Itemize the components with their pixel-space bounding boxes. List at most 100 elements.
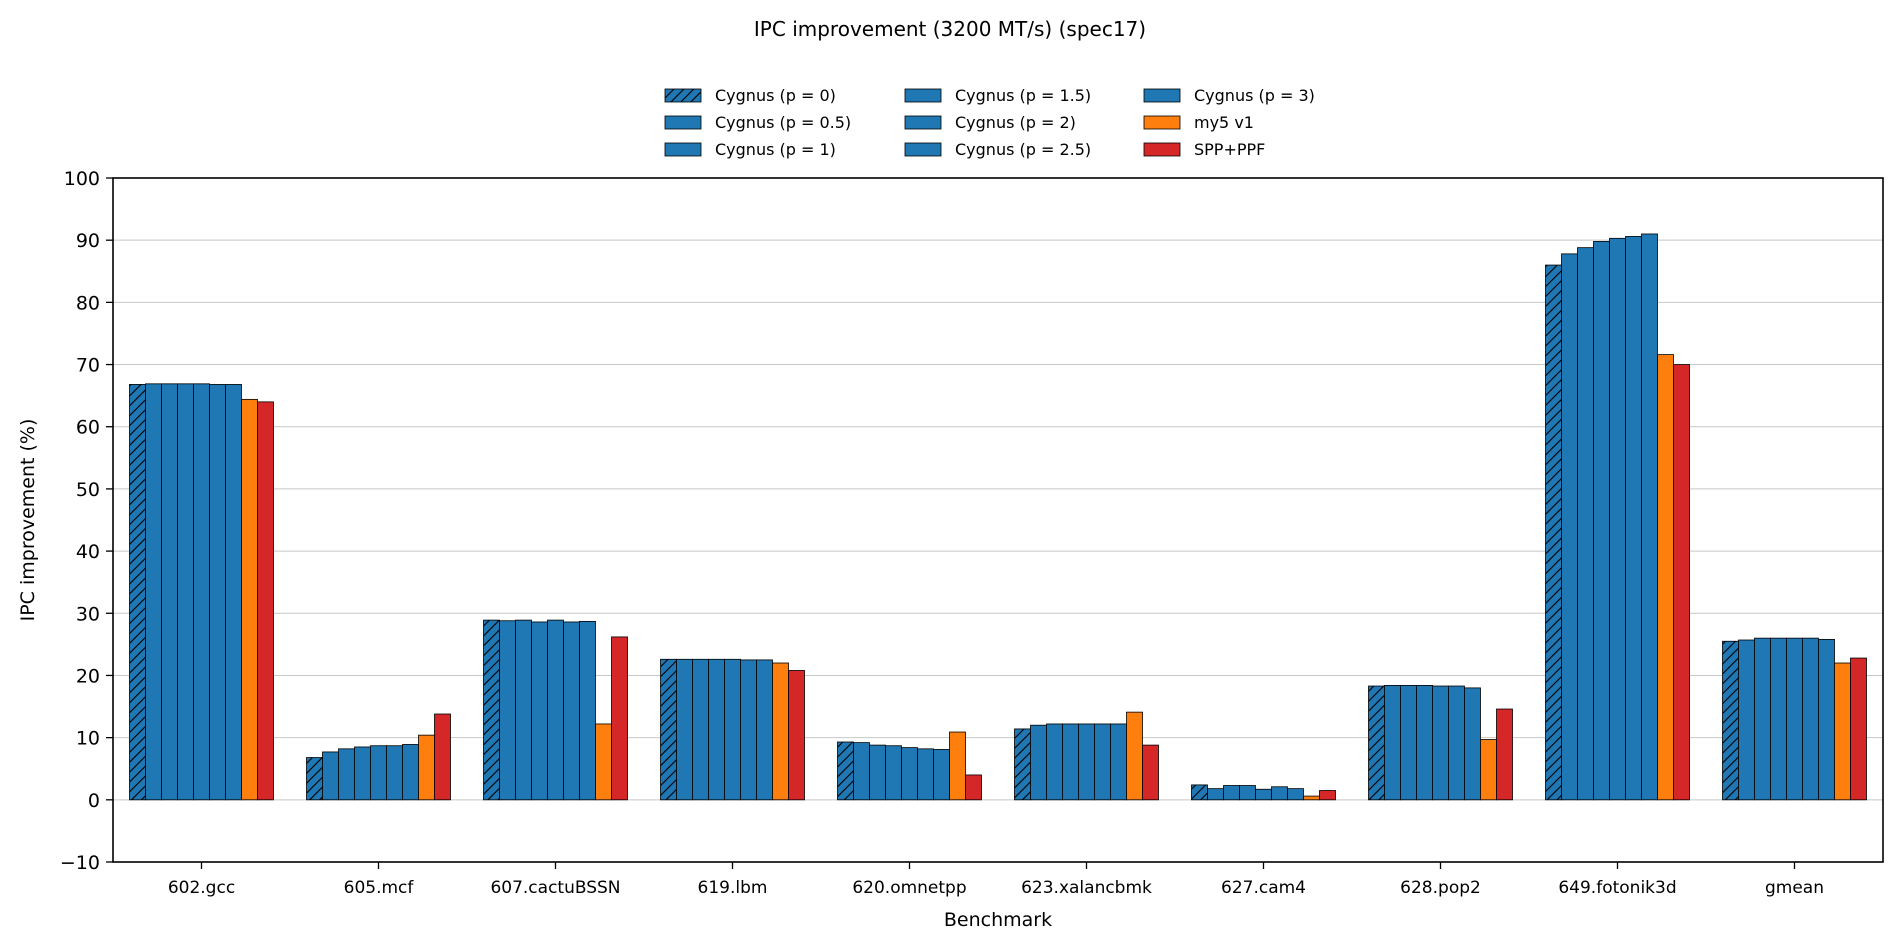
bar-gmean-cygnus-p-1-5 [1770,637,1787,801]
x-tick-label: 649.fotonik3d [1558,878,1676,898]
bar-602-gcc-cygnus-p-2 [193,383,210,801]
legend-label-cygnus-p-1-5: Cygnus (p = 1.5) [955,86,1091,105]
bar-620-omnetpp-cygnus-p-1-5 [885,745,902,801]
chart-title: IPC improvement (3200 MT/s) (spec17) [754,17,1146,41]
bar-623-xalancbmk-my5-v1 [1126,711,1143,801]
bar-628-pop2-cygnus-p-0-5 [1384,685,1401,801]
legend: Cygnus (p = 0) Cygnus (p = 0.5) Cygnus (p … [664,86,1315,159]
bar-628-pop2-cygnus-p-2 [1432,685,1449,801]
bar-628-pop2-cygnus-p-3 [1464,687,1481,801]
bar-623-xalancbmk-cygnus-p-1-5 [1062,723,1079,801]
bar-620-omnetpp-cygnus-p-2 [901,747,918,801]
y-tick-label: 40 [76,541,100,563]
bar-607-cactubssn-my5-v1 [595,723,612,801]
bar-607-cactubssn-cygnus-p-3 [579,620,596,801]
bar-602-gcc-spp-ppf [257,401,274,801]
bar-602-gcc-cygnus-p-1-5 [177,383,194,801]
bar-605-mcf-my5-v1 [418,734,435,801]
bar-620-omnetpp-cygnus-p-0-5 [853,742,870,801]
x-tick-label: 628.pop2 [1400,878,1481,898]
bar-627-cam4-cygnus-p-1 [1223,785,1240,801]
bar-627-cam4-cygnus-p-0-5 [1207,788,1224,801]
legend-swatch-spp-ppf [1143,142,1181,157]
bar-627-cam4-cygnus-p-2 [1255,788,1272,801]
bar-602-gcc-cygnus-p-3 [225,384,242,801]
bar-649-fotonik3d-cygnus-p-0-5 [1561,253,1578,801]
bar-620-omnetpp-cygnus-p-0 [837,741,854,801]
legend-label-my5-v1: my5 v1 [1194,113,1254,132]
bar-619-lbm-cygnus-p-2-5 [740,659,757,801]
bar-619-lbm-cygnus-p-2 [724,658,741,801]
legend-swatch-my5-v1 [1143,115,1181,130]
y-tick-label: 0 [88,790,100,812]
bar-607-cactubssn-cygnus-p-0-5 [499,620,516,801]
bar-gmean-my5-v1 [1834,662,1851,801]
legend-label-cygnus-p-3: Cygnus (p = 3) [1194,86,1315,105]
y-axis: −10 0 10 20 30 40 50 60 70 80 90 100 [60,168,113,874]
bar-623-xalancbmk-cygnus-p-0-5 [1030,724,1047,801]
legend-swatch-cygnus-p-1-5 [904,88,942,103]
bar-649-fotonik3d-cygnus-p-3 [1641,233,1658,801]
bar-602-gcc-cygnus-p-1 [161,383,178,801]
bar-607-cactubssn-cygnus-p-1-5 [531,621,548,801]
bar-649-fotonik3d-spp-ppf [1673,364,1690,801]
bar-605-mcf-cygnus-p-0 [306,757,323,801]
bar-gmean-cygnus-p-2 [1786,637,1803,801]
bar-623-xalancbmk-cygnus-p-1 [1046,723,1063,801]
bar-628-pop2-cygnus-p-0 [1368,685,1385,801]
gridlines [113,239,1883,801]
bar-gmean-cygnus-p-0-5 [1738,639,1755,801]
bar-627-cam4-spp-ppf [1319,790,1336,801]
bar-620-omnetpp-cygnus-p-3 [933,749,950,801]
bar-605-mcf-cygnus-p-1-5 [354,746,371,801]
bar-649-fotonik3d-cygnus-p-1-5 [1593,241,1610,801]
bar-627-cam4-cygnus-p-0 [1191,784,1208,801]
bar-619-lbm-cygnus-p-1-5 [708,658,725,801]
bar-619-lbm-cygnus-p-1 [692,658,709,801]
y-tick-label: 90 [76,230,100,252]
legend-swatch-cygnus-p-2 [904,115,942,130]
x-tick-label: gmean [1765,878,1824,898]
bar-628-pop2-my5-v1 [1480,739,1497,801]
bar-620-omnetpp-cygnus-p-2-5 [917,748,934,801]
legend-label-cygnus-p-1: Cygnus (p = 1) [715,140,836,159]
bar-607-cactubssn-cygnus-p-2-5 [563,621,580,801]
y-tick-label: 50 [76,479,100,501]
bars [129,233,1867,801]
legend-swatch-cygnus-p-0-5 [664,115,702,130]
y-tick-label: 100 [64,168,100,190]
x-tick-label: 605.mcf [344,878,415,898]
bar-619-lbm-cygnus-p-0 [660,658,677,801]
bar-627-cam4-cygnus-p-1-5 [1239,785,1256,801]
bar-619-lbm-cygnus-p-3 [756,659,773,801]
y-tick-label: 20 [76,665,100,687]
y-tick-label: 10 [76,728,100,750]
bar-602-gcc-my5-v1 [241,398,258,801]
bar-605-mcf-cygnus-p-3 [402,744,419,801]
bar-619-lbm-spp-ppf [788,670,805,801]
legend-label-cygnus-p-0: Cygnus (p = 0) [715,86,836,105]
x-tick-label: 607.cactuBSSN [490,878,620,898]
x-tick-label: 627.cam4 [1221,878,1306,898]
bar-gmean-cygnus-p-0 [1722,640,1739,801]
legend-label-cygnus-p-2: Cygnus (p = 2) [955,113,1076,132]
bar-628-pop2-cygnus-p-1-5 [1416,685,1433,801]
bar-602-gcc-cygnus-p-2-5 [209,384,226,801]
legend-label-cygnus-p-0-5: Cygnus (p = 0.5) [715,113,851,132]
bar-619-lbm-my5-v1 [772,662,789,801]
bar-605-mcf-cygnus-p-0-5 [322,751,339,801]
bar-627-cam4-cygnus-p-2-5 [1271,786,1288,801]
y-tick-label: 80 [76,292,100,314]
x-tick-label: 623.xalancbmk [1021,878,1152,898]
bar-gmean-spp-ppf [1850,657,1867,801]
bar-607-cactubssn-spp-ppf [611,636,628,801]
bar-605-mcf-cygnus-p-2-5 [386,745,403,801]
bar-602-gcc-cygnus-p-0-5 [145,383,162,801]
bar-628-pop2-cygnus-p-1 [1400,685,1417,801]
legend-label-cygnus-p-2-5: Cygnus (p = 2.5) [955,140,1091,159]
bar-619-lbm-cygnus-p-0-5 [676,658,693,801]
bar-602-gcc-cygnus-p-0 [129,384,146,801]
bar-620-omnetpp-spp-ppf [965,774,982,801]
bar-649-fotonik3d-cygnus-p-2 [1609,237,1626,801]
